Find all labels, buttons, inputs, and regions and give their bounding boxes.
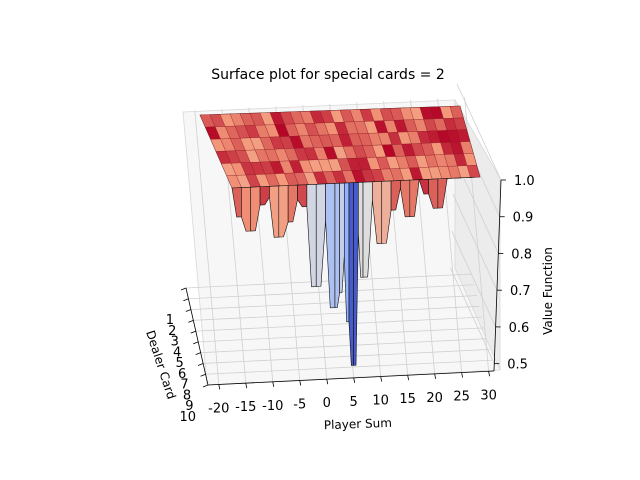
z-tick-label: 1.0: [514, 174, 535, 189]
surface-mesh: [199, 105, 481, 189]
y-tick-label: 5: [175, 356, 183, 371]
y-tick-label: 4: [173, 345, 181, 360]
z-tick-label: 0.6: [509, 321, 530, 336]
y-tick: [195, 352, 201, 356]
y-gridline: [200, 338, 487, 354]
x-axis-label: Player Sum: [324, 416, 393, 432]
x-axis: -20 -15 -10 -5 0 5 10 15 20 25 30: [207, 370, 497, 416]
x-tick-label: -20: [208, 401, 229, 416]
y-tick-label: 8: [183, 388, 191, 403]
x-tick-label: 5: [350, 395, 358, 410]
x-tick-label: 10: [372, 394, 389, 409]
y-tick: [202, 384, 209, 388]
x-tick-label: 20: [426, 391, 443, 406]
surface-spike: [325, 183, 336, 309]
x-tick: [218, 384, 221, 390]
z-tick-label: 0.8: [511, 247, 532, 262]
x-tick-label: -15: [235, 400, 256, 415]
z-axis-label: Value Function: [541, 247, 555, 335]
y-gridline: [195, 316, 482, 332]
x-tick-label: 30: [480, 388, 497, 403]
surface-spike: [315, 183, 326, 287]
surface-spike: [428, 178, 439, 209]
x-tick-label: -5: [293, 398, 306, 413]
surface-spike: [334, 182, 340, 308]
y-gridline: [205, 359, 492, 375]
surface-spike: [339, 182, 345, 294]
y-tick: [200, 373, 206, 377]
surface-spike: [348, 182, 354, 366]
surface-spike: [437, 178, 448, 209]
x-tick: [380, 376, 383, 382]
y-tick: [188, 319, 194, 323]
y-tick-label: 2: [168, 324, 176, 339]
x-tick: [407, 375, 410, 381]
surface-spike: [241, 186, 252, 232]
surface-spike: [297, 184, 308, 208]
x-tick-label: 15: [399, 392, 416, 407]
x-tick-label: 25: [453, 390, 470, 405]
surface-spike: [269, 185, 280, 238]
x-tick: [353, 377, 356, 383]
x-tick-label: -10: [262, 399, 283, 414]
surface-spike: [372, 181, 383, 244]
x-gridline: [194, 110, 220, 385]
z-tick-label: 0.5: [507, 358, 528, 373]
surface-spike: [409, 179, 420, 217]
surface-spike: [306, 183, 317, 288]
z-gridline: [451, 230, 496, 328]
z-axis: 0.5 0.6 0.7 0.8 0.9 1.0: [493, 174, 535, 373]
surface-spike: [400, 179, 411, 218]
surface-spike: [362, 181, 373, 278]
z-tick-label: 0.9: [513, 211, 534, 226]
surface-spike: [287, 184, 298, 223]
surface-spikes: [231, 176, 476, 366]
surface-spike: [250, 186, 261, 232]
y-tick-label: 1: [166, 313, 174, 328]
x-tick: [461, 372, 464, 378]
surface-facet: [466, 165, 481, 178]
surface-spike: [344, 182, 350, 323]
y-tick: [185, 309, 192, 312]
chart-title: Surface plot for special cards = 2: [211, 67, 445, 83]
surface-spike: [259, 186, 270, 206]
surface-spike: [353, 182, 359, 366]
y-tick: [197, 363, 204, 366]
surface-spike: [278, 185, 289, 238]
z-tick-label: 0.7: [510, 284, 531, 299]
surface-spike: [390, 180, 401, 211]
y-tick: [180, 287, 187, 291]
y-gridline: [203, 349, 490, 364]
x-tick: [299, 380, 302, 386]
y-tick: [183, 298, 189, 302]
y-tick-label: 9: [185, 399, 193, 414]
y-tick-label: 6: [178, 367, 186, 382]
x-tick: [272, 381, 275, 387]
y-tick: [193, 341, 199, 345]
z-gridline: [456, 83, 502, 181]
z-gridline: [449, 267, 495, 364]
y-tick-label: 7: [180, 378, 188, 393]
y-tick: [190, 330, 196, 334]
y-tick-label: 3: [171, 335, 179, 350]
x-tick: [245, 383, 248, 389]
y-gridline: [198, 327, 485, 343]
x-tick: [434, 373, 437, 379]
surface-spike: [381, 180, 392, 244]
y-tick-label: 10: [179, 410, 196, 425]
x-tick: [326, 379, 329, 385]
z-gridline: [452, 194, 498, 291]
x-tick: [488, 371, 490, 377]
surface-spike: [358, 181, 364, 278]
x-tick-label: 0: [323, 396, 331, 411]
y-gridline: [193, 305, 480, 321]
